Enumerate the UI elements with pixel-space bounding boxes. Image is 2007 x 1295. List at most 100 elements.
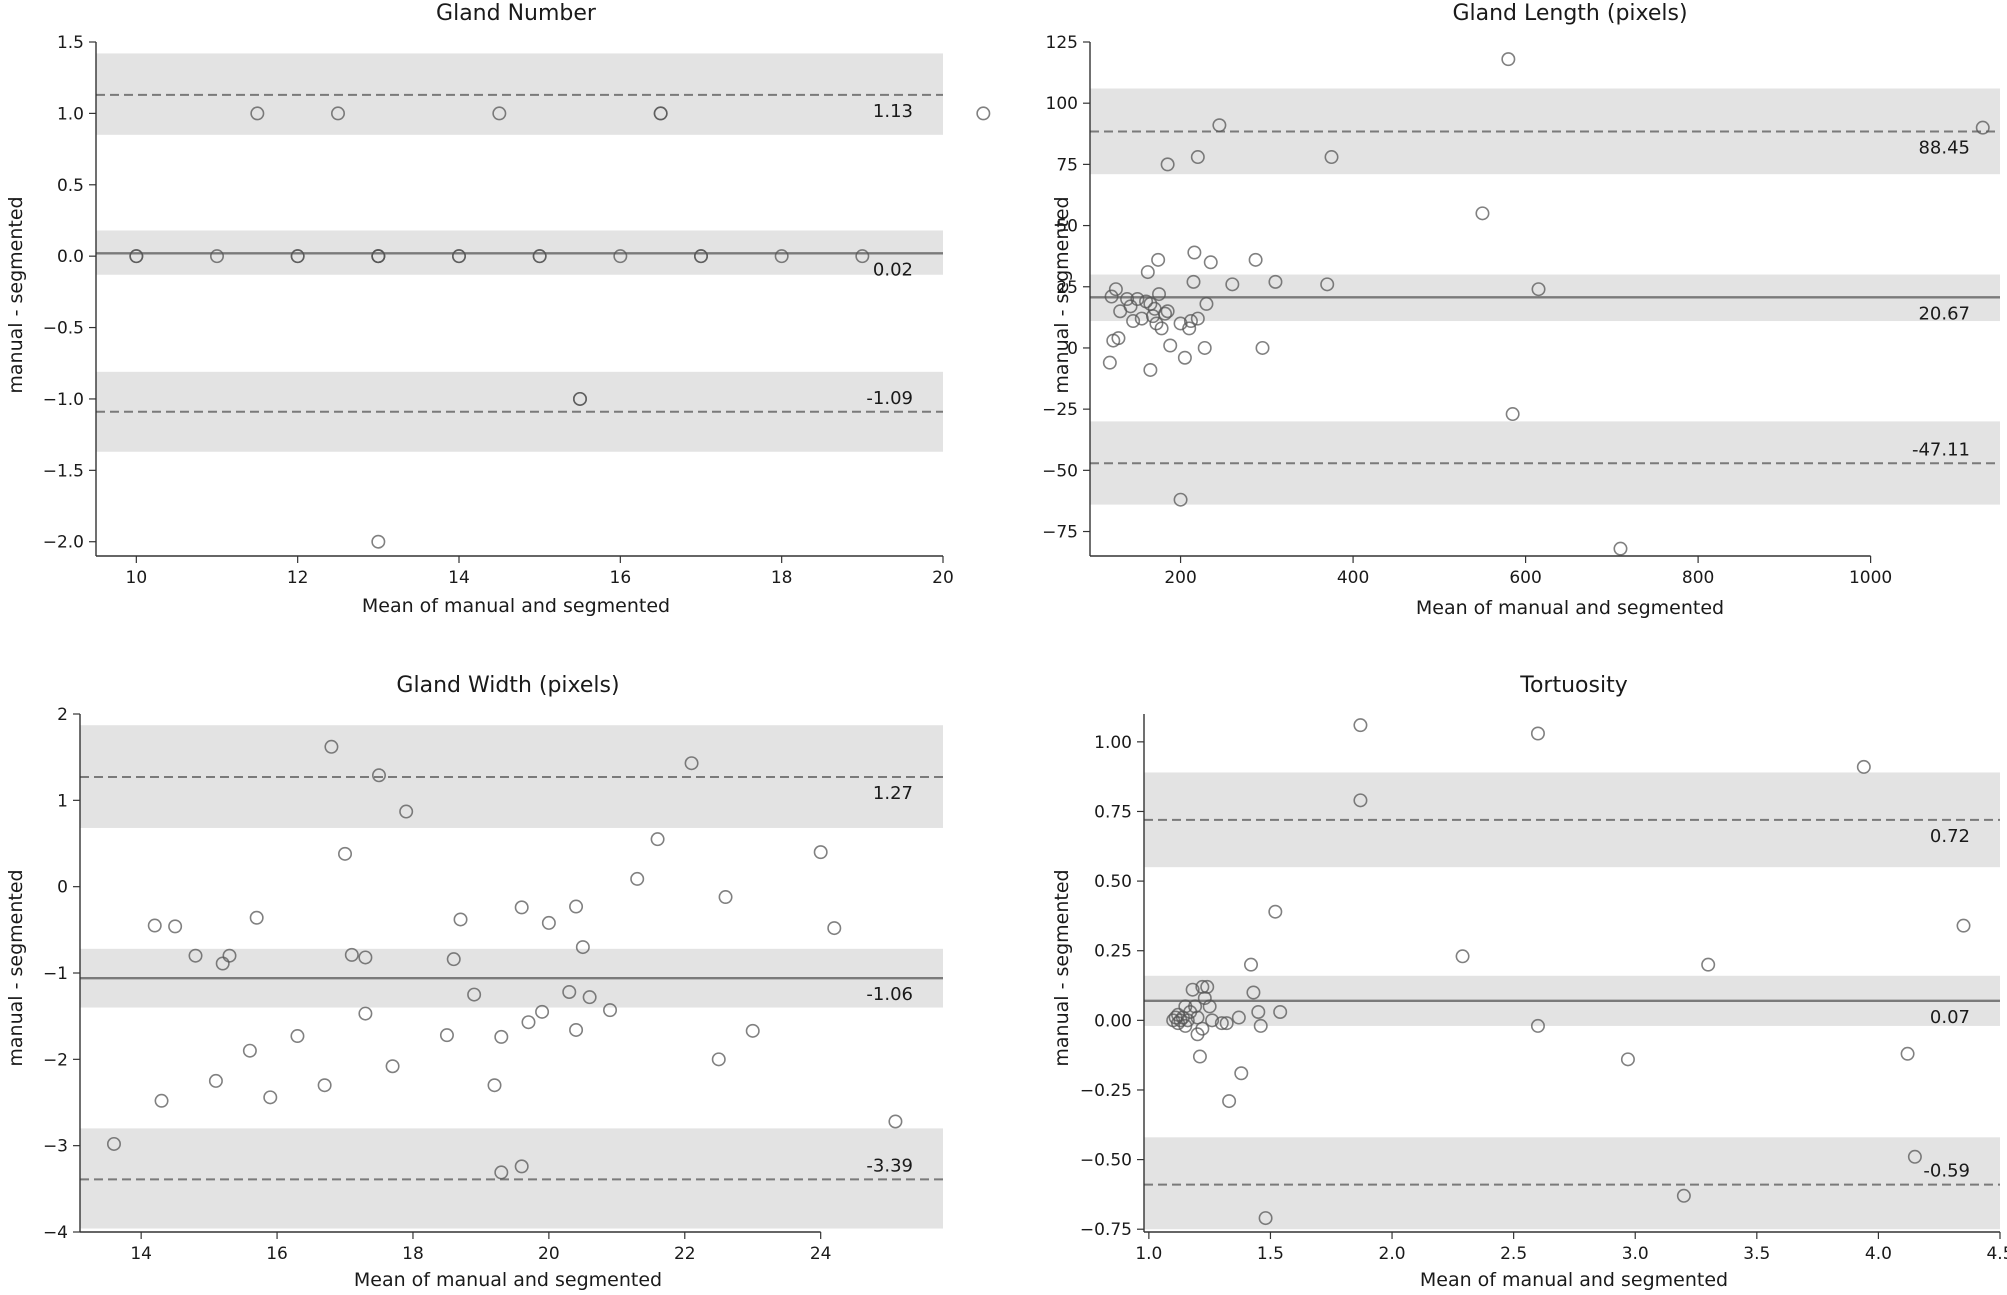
data-point — [1106, 333, 1121, 348]
data-point — [1160, 304, 1175, 319]
data-point — [250, 106, 265, 121]
lower-loa-label: -3.39 — [866, 1155, 913, 1176]
data-point — [575, 940, 590, 955]
data-point — [1154, 321, 1169, 336]
x-tick-label: 14 — [448, 568, 470, 588]
y-tick-label: 75 — [1056, 155, 1078, 175]
x-tick-label: 3.0 — [1622, 1244, 1649, 1264]
upper-loa-label: 1.27 — [873, 783, 913, 804]
data-point — [242, 1043, 257, 1058]
tortuosity-panel: Tortuosity Mean of manual and segmented … — [1051, 673, 2007, 1291]
x-tick-label: 1000 — [1849, 568, 1892, 588]
chart-title: Gland Width (pixels) — [396, 673, 619, 698]
lower-loa-label: -47.11 — [1912, 439, 1970, 460]
data-point — [453, 912, 468, 927]
mean-difference-label: 0.02 — [873, 259, 913, 280]
y-tick-label: 100 — [1046, 94, 1078, 114]
data-point — [1258, 1211, 1273, 1226]
data-point — [210, 249, 225, 264]
data-point — [1613, 541, 1628, 556]
y-tick-label: 0.75 — [1094, 802, 1132, 822]
data-point — [1149, 316, 1164, 331]
y-tick-label: 0.5 — [57, 176, 84, 196]
y-tick-label: −1.0 — [43, 390, 84, 410]
data-point — [168, 919, 183, 934]
data-point — [1251, 1004, 1266, 1019]
x-axis-label: Mean of manual and segmented — [1416, 597, 1724, 619]
x-tick-label: 400 — [1337, 568, 1369, 588]
x-axis-label: Mean of manual and segmented — [1420, 1269, 1728, 1291]
mean-difference-label: 20.67 — [1918, 303, 1970, 324]
x-tick-label: 10 — [126, 568, 148, 588]
data-point — [1248, 252, 1263, 267]
y-tick-label: 0 — [57, 878, 68, 898]
y-axis-label: manual - segmented — [5, 869, 27, 1066]
y-tick-label: 125 — [1046, 33, 1078, 53]
data-point — [1501, 52, 1516, 67]
y-tick-label: −25 — [1042, 400, 1078, 420]
data-point — [208, 1073, 223, 1088]
data-point — [344, 947, 359, 962]
x-tick-label: 18 — [771, 568, 793, 588]
y-tick-label: 1.0 — [57, 104, 84, 124]
data-point — [613, 249, 628, 264]
data-point — [1197, 340, 1212, 355]
data-point — [446, 952, 461, 967]
x-tick-label: 1.5 — [1257, 1244, 1284, 1264]
y-tick-label: 0.0 — [57, 247, 84, 267]
data-point — [1856, 759, 1871, 774]
data-point — [1199, 296, 1214, 311]
data-point — [603, 1003, 618, 1018]
y-tick-label: −0.5 — [43, 319, 84, 339]
data-point — [439, 1028, 454, 1043]
data-point — [541, 915, 556, 930]
x-tick-label: 2.5 — [1500, 1244, 1527, 1264]
data-point — [330, 106, 345, 121]
data-point — [290, 1029, 305, 1044]
data-point — [1177, 350, 1192, 365]
data-point — [1158, 306, 1173, 321]
data-point — [1246, 985, 1261, 1000]
x-tick-label: 4.0 — [1865, 1244, 1892, 1264]
y-tick-label: −50 — [1042, 461, 1078, 481]
data-point — [1907, 1149, 1922, 1164]
data-point — [451, 249, 466, 264]
x-tick-label: 200 — [1164, 568, 1196, 588]
x-axis-label: Mean of manual and segmented — [354, 1269, 662, 1291]
data-point — [1324, 150, 1339, 165]
data-point — [147, 918, 162, 933]
y-tick-label: −0.25 — [1080, 1081, 1132, 1101]
data-point — [324, 739, 339, 754]
data-point — [514, 1159, 529, 1174]
y-tick-label: 0 — [1067, 339, 1078, 359]
upper-loa-label: 0.72 — [1930, 826, 1970, 847]
y-tick-label: −4 — [43, 1223, 68, 1243]
data-point — [1203, 255, 1218, 270]
data-point — [1120, 291, 1135, 306]
upper-loa-label: 1.13 — [873, 101, 913, 122]
data-point — [1152, 287, 1167, 302]
data-point — [1222, 1094, 1237, 1109]
y-axis-label: manual - segmented — [5, 196, 27, 393]
data-point — [1186, 274, 1201, 289]
data-point — [371, 768, 386, 783]
data-point — [1195, 1021, 1210, 1036]
x-tick-label: 1.0 — [1135, 1244, 1162, 1264]
data-point — [263, 1090, 278, 1105]
data-point — [1151, 252, 1166, 267]
y-tick-label: −75 — [1042, 523, 1078, 543]
data-point — [487, 1078, 502, 1093]
data-point — [371, 249, 386, 264]
data-point — [532, 249, 547, 264]
data-point — [1244, 957, 1259, 972]
x-tick-label: 3.5 — [1743, 1244, 1770, 1264]
data-point — [827, 921, 842, 936]
data-point — [855, 249, 870, 264]
upper-loa-label: 88.45 — [1918, 137, 1970, 158]
x-tick-label: 4.5 — [1986, 1244, 2007, 1264]
data-point — [1108, 282, 1123, 297]
data-point — [1219, 1016, 1234, 1031]
y-tick-label: 50 — [1056, 217, 1078, 237]
data-point — [222, 948, 237, 963]
data-point — [1701, 957, 1716, 972]
